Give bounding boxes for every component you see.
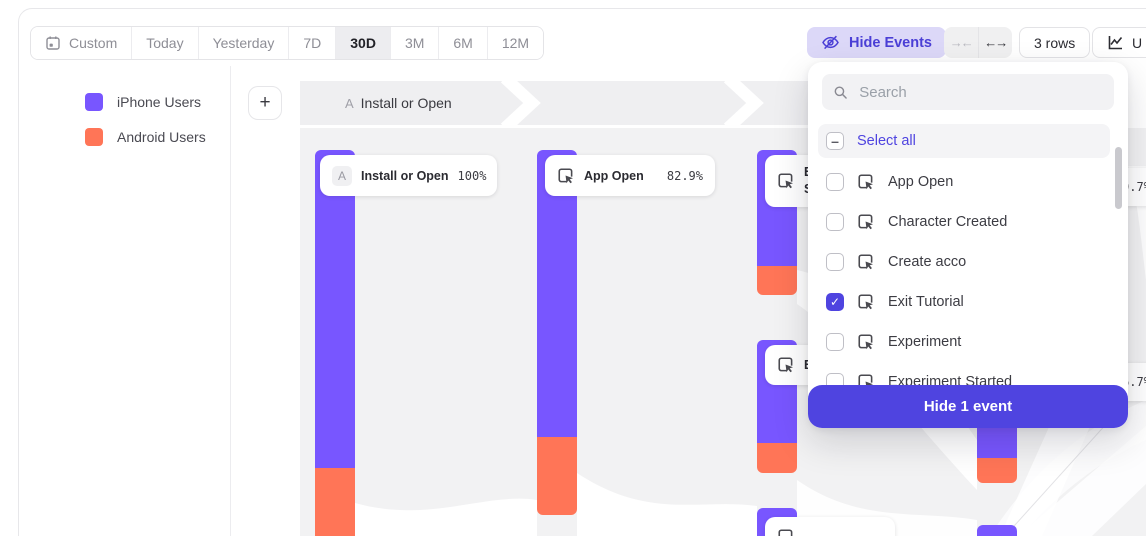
metric-label: U — [1132, 34, 1143, 51]
metric-button[interactable]: U — [1092, 27, 1146, 58]
event-label: Character Created — [888, 214, 1008, 230]
date-range-label: Custom — [69, 35, 118, 51]
event-search-box — [822, 74, 1114, 110]
date-range-3m[interactable]: 3M — [389, 27, 439, 59]
bar-step3-android[interactable] — [757, 266, 797, 295]
event-checkbox[interactable] — [826, 333, 844, 351]
event-icon — [778, 529, 793, 536]
legend-swatch-iphone — [85, 93, 103, 111]
add-step-button[interactable]: + — [248, 86, 282, 120]
event-label: Experiment — [888, 334, 962, 350]
event-label: Create acco — [888, 254, 967, 270]
date-range-12m[interactable]: 12M — [486, 27, 544, 59]
bar-step1-android[interactable] — [315, 468, 355, 536]
legend-item-android-users[interactable]: Android Users — [85, 128, 206, 146]
event-icon — [778, 357, 793, 373]
legend-label: Android Users — [117, 129, 206, 145]
event-checkbox[interactable] — [826, 213, 844, 231]
event-icon — [858, 174, 873, 190]
step-header-label: Install or Open — [360, 95, 452, 111]
date-range-6m[interactable]: 6M — [438, 27, 487, 59]
bar-step10-iphone[interactable] — [977, 525, 1017, 536]
step-card-title: Install or Open — [361, 168, 449, 183]
legend-label: iPhone Users — [117, 94, 202, 110]
step-letter-chip: A — [332, 165, 352, 186]
event-item-experiment[interactable]: Experiment — [818, 322, 1110, 362]
step-card-conversion: 100% — [457, 168, 487, 183]
eye-off-icon — [822, 35, 839, 50]
sidebar-divider — [230, 66, 231, 536]
step-card-install-or-open[interactable]: A Install or Open 100% — [320, 155, 497, 196]
date-range-group: Custom Today Yesterday 7D 30D 3M 6M 12M — [30, 26, 545, 60]
select-all-row[interactable]: – Select all — [818, 124, 1110, 158]
date-range-today[interactable]: Today — [131, 27, 198, 59]
event-item-exit-tutorial[interactable]: ✓ Exit Tutorial — [818, 282, 1110, 322]
select-all-label: Select all — [857, 133, 916, 149]
event-icon — [858, 294, 873, 310]
calendar-icon — [46, 36, 60, 50]
event-label: Exit Tutorial — [888, 294, 964, 310]
event-item-create-acco[interactable]: Create acco — [818, 242, 1110, 282]
rows-button[interactable]: 3 rows — [1019, 27, 1091, 58]
dropdown-scrollbar[interactable] — [1115, 147, 1122, 209]
bar-step2-android[interactable] — [537, 437, 577, 515]
date-range-7d[interactable]: 7D — [288, 27, 336, 59]
bar-step7-android[interactable] — [977, 458, 1017, 483]
step-card-conversion: 82.9% — [666, 168, 703, 183]
collapse-columns-button[interactable]: →← — [944, 27, 979, 58]
step-card-clipped-row3[interactable] — [765, 517, 895, 536]
funnel-step-header-band[interactable]: A Install or Open — [300, 81, 815, 125]
legend-swatch-android — [85, 128, 103, 146]
bar-step1-iphone[interactable] — [315, 150, 355, 468]
date-range-yesterday[interactable]: Yesterday — [197, 27, 289, 59]
date-range-30d-active[interactable]: 30D — [335, 27, 390, 59]
event-item-character-created[interactable]: Character Created — [818, 202, 1110, 242]
column-width-toggle: →← ←→ — [944, 27, 1012, 58]
legend-item-iphone-users[interactable]: iPhone Users — [85, 93, 201, 111]
event-search-input[interactable] — [857, 82, 1103, 102]
step-card-app-open[interactable]: App Open 82.9% — [545, 155, 715, 196]
event-icon — [858, 254, 873, 270]
bar-step6-android[interactable] — [757, 443, 797, 473]
search-icon — [834, 86, 847, 99]
event-item-app-open[interactable]: App Open — [818, 162, 1110, 202]
line-chart-icon — [1108, 36, 1123, 50]
select-all-checkbox[interactable]: – — [826, 132, 844, 150]
chevron-separators — [500, 81, 764, 125]
event-icon — [778, 173, 793, 189]
step-letter: A — [345, 95, 354, 111]
step-card-title: App Open — [584, 168, 644, 183]
expand-columns-button[interactable]: ←→ — [984, 35, 1008, 50]
event-checkbox[interactable] — [826, 173, 844, 191]
hide-events-dropdown: – Select all App Open Character Created … — [808, 62, 1128, 428]
date-range-custom[interactable]: Custom — [31, 27, 132, 59]
hide-events-button[interactable]: Hide Events — [807, 27, 946, 58]
event-label: App Open — [888, 174, 954, 190]
hide-1-event-button[interactable]: Hide 1 event — [808, 385, 1128, 428]
step-header-install-or-open: A Install or Open — [345, 81, 452, 125]
event-icon — [858, 334, 873, 350]
event-icon — [858, 214, 873, 230]
event-checkbox[interactable] — [826, 253, 844, 271]
hide-events-label: Hide Events — [849, 34, 932, 51]
event-icon — [558, 167, 573, 183]
bar-step2-iphone[interactable] — [537, 150, 577, 437]
event-checkbox-checked[interactable]: ✓ — [826, 293, 844, 311]
step-card-conversion: 9.7% — [1122, 180, 1146, 194]
step-card-conversion: 6.7% — [1122, 375, 1146, 389]
